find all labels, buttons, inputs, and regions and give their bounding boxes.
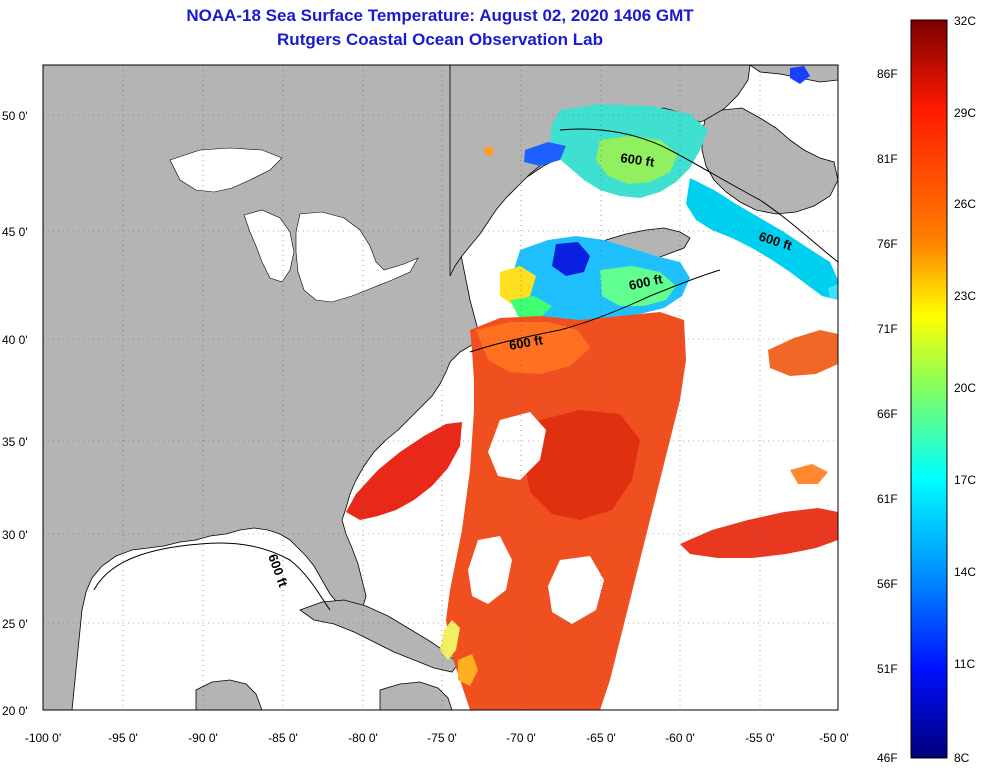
colorbar-f-label: 71F bbox=[877, 322, 898, 336]
contour-label-gulf-st-lawrence: 600 ft bbox=[620, 150, 656, 170]
sst-mid-atlantic-warm bbox=[446, 312, 686, 710]
temperature-colorbar: 86F 81F 76F 71F 66F 61F 56F 51F 46F 32C … bbox=[877, 14, 976, 765]
colorbar-c-label: 8C bbox=[954, 751, 970, 765]
lon-tick-label: -60 0' bbox=[665, 731, 695, 745]
map-frame bbox=[42, 64, 839, 711]
colorbar-f-label: 51F bbox=[877, 662, 898, 676]
lon-tick-label: -55 0' bbox=[745, 731, 775, 745]
colorbar-f-label: 66F bbox=[877, 407, 898, 421]
lat-tick-label: 50 0' bbox=[2, 109, 28, 123]
colorbar-c-label: 14C bbox=[954, 565, 976, 579]
contour-label-georges-bank: 600 ft bbox=[628, 271, 665, 293]
lon-tick-label: -65 0' bbox=[586, 731, 616, 745]
sst-gulf-of-st-lawrence bbox=[524, 104, 708, 198]
land-hispaniola bbox=[379, 681, 453, 710]
sst-east-offshore bbox=[680, 330, 838, 558]
latitude-axis: 20 0' 25 0' 30 0' 35 0' 40 0' 45 0' 50 0… bbox=[2, 109, 28, 718]
sst-bahamas-yellow bbox=[440, 620, 478, 686]
lat-tick-label: 25 0' bbox=[2, 617, 28, 631]
sst-small-fragments bbox=[484, 66, 838, 300]
lat-tick-label: 40 0' bbox=[2, 333, 28, 347]
contour-600ft bbox=[93, 128, 838, 611]
sst-carolina-shelf bbox=[346, 422, 462, 520]
colorbar-c-label: 23C bbox=[954, 289, 976, 303]
colorbar-c-label: 20C bbox=[954, 381, 976, 395]
colorbar-gradient bbox=[910, 19, 948, 759]
lat-tick-label: 45 0' bbox=[2, 225, 28, 239]
lon-tick-label: -75 0' bbox=[427, 731, 457, 745]
lon-tick-label: -90 0' bbox=[188, 731, 218, 745]
great-lakes bbox=[169, 147, 419, 303]
land-yucatan bbox=[195, 679, 263, 710]
colorbar-f-label: 46F bbox=[877, 751, 898, 765]
land-cuba bbox=[299, 599, 459, 673]
colorbar-c-label: 17C bbox=[954, 473, 976, 487]
lon-tick-label: -70 0' bbox=[506, 731, 536, 745]
lon-tick-label: -95 0' bbox=[108, 731, 138, 745]
sst-gulf-of-maine bbox=[500, 236, 690, 328]
longitude-axis: -100 0' -95 0' -90 0' -85 0' -80 0' -75 … bbox=[25, 731, 849, 745]
lon-tick-label: -80 0' bbox=[348, 731, 378, 745]
colorbar-f-label: 81F bbox=[877, 152, 898, 166]
lat-tick-label: 35 0' bbox=[2, 435, 28, 449]
contour-label-mid-atlantic: 600 ft bbox=[508, 332, 545, 353]
land-newfoundland bbox=[701, 107, 838, 215]
lon-tick-label: -50 0' bbox=[819, 731, 849, 745]
colorbar-c-label: 26C bbox=[954, 197, 976, 211]
colorbar-f-label: 76F bbox=[877, 237, 898, 251]
lat-tick-label: 20 0' bbox=[2, 704, 28, 718]
colorbar-f-label: 56F bbox=[877, 577, 898, 591]
lat-tick-label: 30 0' bbox=[2, 528, 28, 542]
lon-tick-label: -85 0' bbox=[268, 731, 298, 745]
colorbar-c-label: 32C bbox=[954, 14, 976, 28]
colorbar-f-label: 86F bbox=[877, 67, 898, 81]
sst-nova-scotia-shelf bbox=[686, 178, 838, 300]
colorbar-c-label: 11C bbox=[954, 657, 975, 671]
colorbar-f-label: 61F bbox=[877, 492, 898, 506]
lon-tick-label: -100 0' bbox=[25, 731, 61, 745]
colorbar-c-label: 29C bbox=[954, 106, 976, 120]
map-title: NOAA-18 Sea Surface Temperature: August … bbox=[186, 6, 694, 25]
map-subtitle: Rutgers Coastal Ocean Observation Lab bbox=[277, 30, 603, 49]
